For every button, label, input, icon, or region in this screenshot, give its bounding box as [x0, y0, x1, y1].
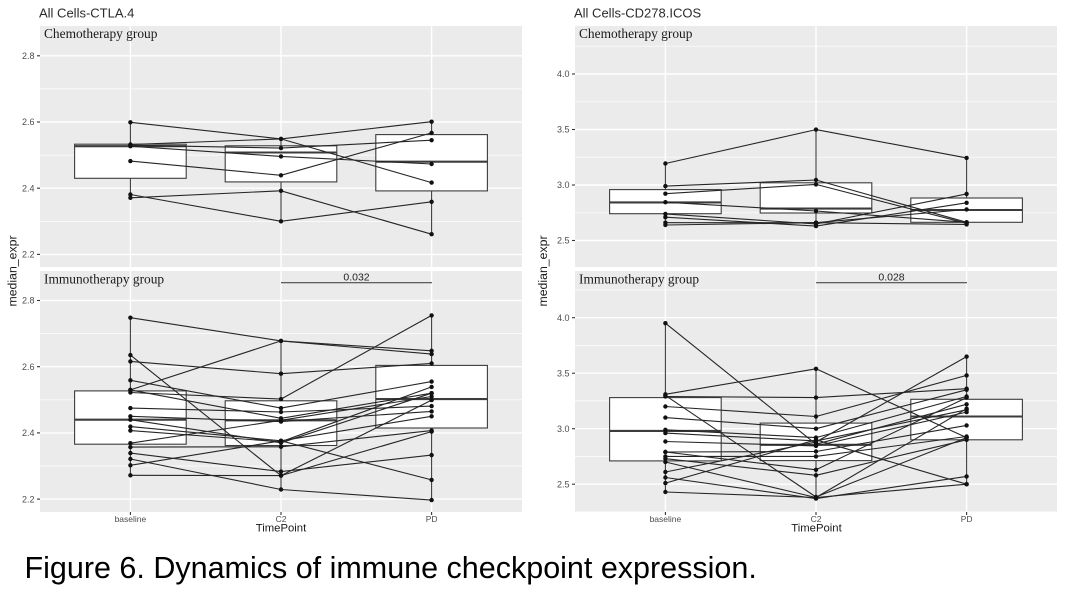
- svg-text:0.028: 0.028: [878, 272, 904, 284]
- svg-text:3.5: 3.5: [557, 125, 570, 135]
- svg-text:TimePoint: TimePoint: [256, 523, 307, 535]
- svg-text:3.0: 3.0: [557, 180, 570, 190]
- svg-text:C2: C2: [811, 514, 822, 524]
- svg-text:baseline: baseline: [650, 514, 682, 524]
- svg-text:2.6: 2.6: [22, 117, 35, 127]
- svg-text:2.4: 2.4: [22, 428, 35, 438]
- svg-text:2.2: 2.2: [22, 250, 35, 260]
- svg-text:0.032: 0.032: [343, 272, 369, 284]
- svg-text:Chemotherapy group: Chemotherapy group: [44, 26, 158, 41]
- svg-text:PD: PD: [426, 514, 438, 524]
- svg-text:2.6: 2.6: [22, 362, 35, 372]
- svg-text:4.0: 4.0: [557, 69, 570, 79]
- svg-text:Figure 6. Dynamics of immune c: Figure 6. Dynamics of immune checkpoint …: [25, 551, 757, 585]
- svg-text:All Cells-CD278.ICOS: All Cells-CD278.ICOS: [574, 6, 701, 21]
- svg-text:2.4: 2.4: [22, 183, 35, 193]
- svg-text:All Cells-CTLA.4: All Cells-CTLA.4: [39, 6, 134, 21]
- svg-text:2.5: 2.5: [557, 236, 570, 246]
- svg-text:PD: PD: [961, 514, 973, 524]
- svg-text:3.0: 3.0: [557, 424, 570, 434]
- svg-text:Chemotherapy group: Chemotherapy group: [579, 26, 693, 41]
- svg-text:4.0: 4.0: [557, 313, 570, 323]
- svg-text:C2: C2: [276, 514, 287, 524]
- svg-text:median_expr: median_expr: [536, 235, 550, 306]
- svg-text:2.5: 2.5: [557, 479, 570, 489]
- svg-text:Immunotherapy group: Immunotherapy group: [579, 272, 699, 287]
- svg-text:Immunotherapy group: Immunotherapy group: [44, 272, 164, 287]
- svg-text:baseline: baseline: [115, 514, 147, 524]
- svg-text:2.2: 2.2: [22, 494, 35, 504]
- svg-text:median_expr: median_expr: [6, 235, 20, 306]
- svg-text:2.8: 2.8: [22, 51, 35, 61]
- svg-text:2.8: 2.8: [22, 296, 35, 306]
- svg-text:3.5: 3.5: [557, 368, 570, 378]
- svg-text:TimePoint: TimePoint: [791, 523, 842, 535]
